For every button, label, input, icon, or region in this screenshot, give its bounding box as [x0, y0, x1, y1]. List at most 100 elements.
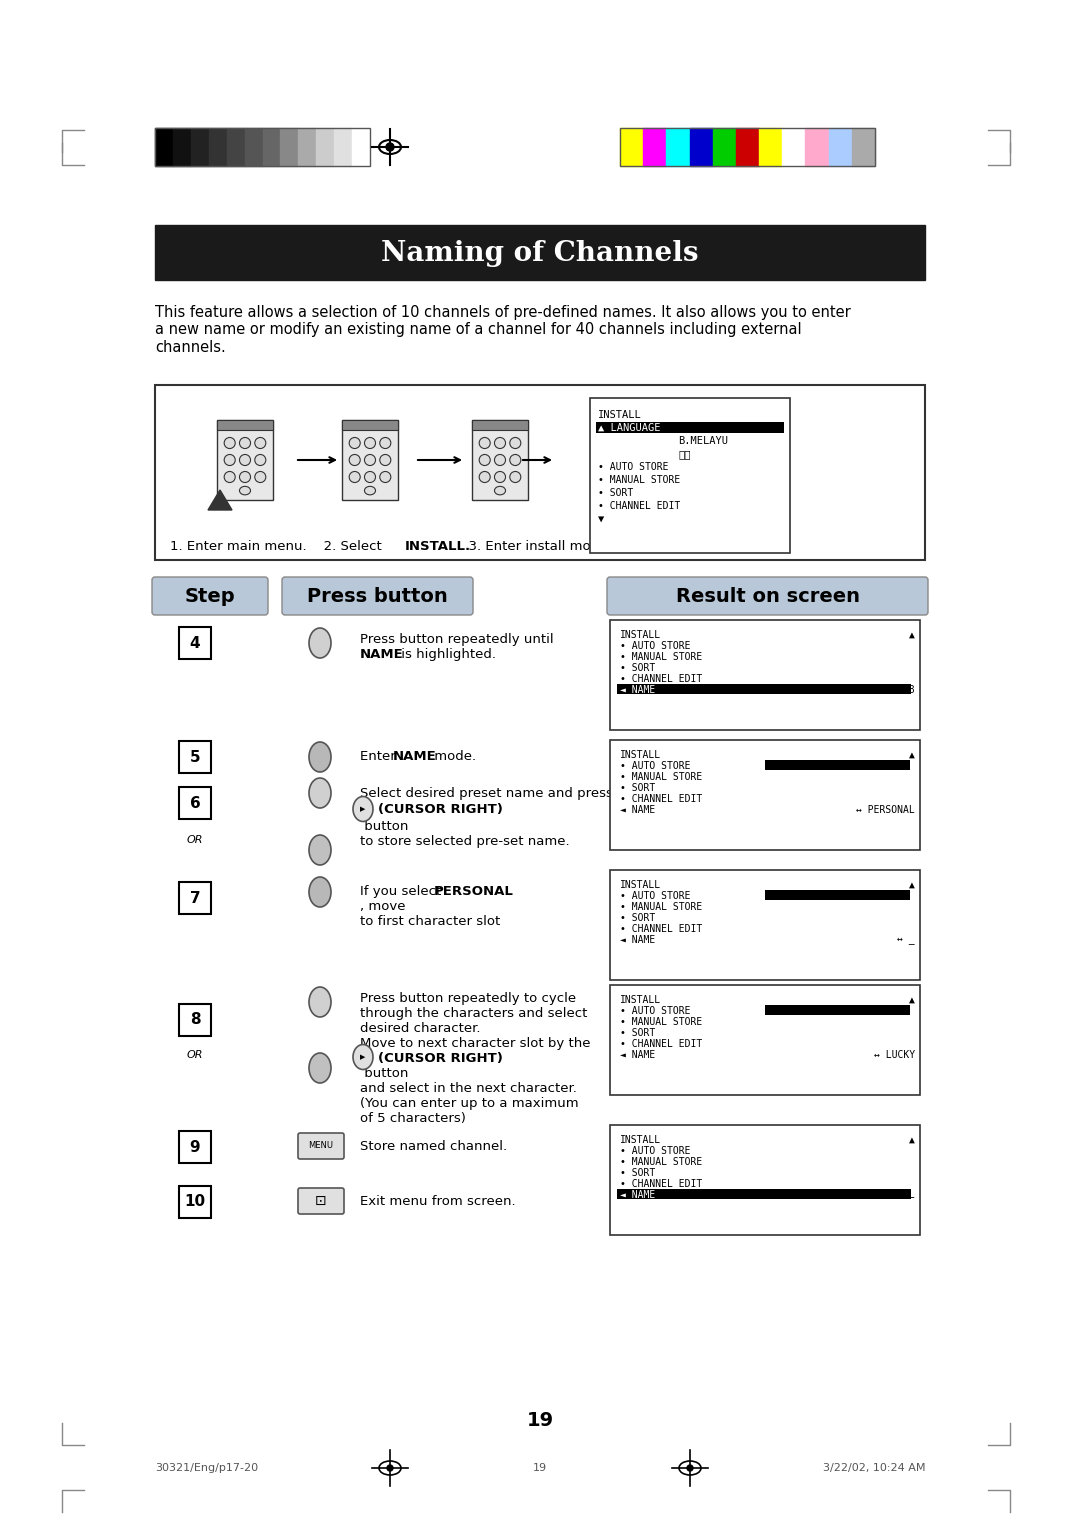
Text: is highlighted.: is highlighted. [397, 648, 496, 662]
Ellipse shape [353, 796, 373, 822]
Bar [765, 1005, 910, 1015]
Bar [735, 128, 759, 167]
Bar [765, 759, 910, 770]
Text: NAME: NAME [360, 648, 404, 662]
Bar [644, 128, 666, 167]
Text: Press button repeatedly to cycle: Press button repeatedly to cycle [360, 992, 576, 1005]
Ellipse shape [364, 437, 376, 449]
Text: • SORT: • SORT [620, 914, 656, 923]
Text: Press button: Press button [307, 587, 448, 605]
Text: ▼: ▼ [598, 513, 604, 524]
Ellipse shape [255, 437, 266, 449]
Text: OR: OR [187, 834, 203, 845]
Text: 19: 19 [526, 1410, 554, 1430]
Bar [713, 128, 735, 167]
Bar [173, 128, 191, 167]
Ellipse shape [510, 454, 521, 466]
Ellipse shape [240, 486, 251, 495]
Text: ⊡: ⊡ [315, 1193, 327, 1209]
Text: • AUTO STORE: • AUTO STORE [620, 642, 690, 651]
Bar [806, 128, 828, 167]
Ellipse shape [480, 454, 490, 466]
Text: • AUTO STORE: • AUTO STORE [620, 1005, 690, 1016]
Ellipse shape [480, 437, 490, 449]
Text: to first character slot: to first character slot [360, 915, 500, 927]
Bar [852, 128, 875, 167]
Ellipse shape [480, 472, 490, 483]
Ellipse shape [364, 472, 376, 483]
Text: button: button [360, 1067, 408, 1080]
FancyBboxPatch shape [152, 578, 268, 614]
Bar [217, 420, 272, 500]
Ellipse shape [495, 454, 505, 466]
Text: 3. Enter install mode.: 3. Enter install mode. [460, 539, 611, 553]
Bar [596, 422, 784, 432]
Text: ▲ LANGUAGE: ▲ LANGUAGE [598, 423, 661, 432]
Text: • MANUAL STORE: • MANUAL STORE [620, 652, 702, 662]
Text: • SORT: • SORT [598, 487, 633, 498]
Ellipse shape [349, 454, 361, 466]
Text: Move to next character slot by the: Move to next character slot by the [360, 1038, 591, 1050]
Text: • SORT: • SORT [620, 1167, 656, 1178]
Text: through the characters and select: through the characters and select [360, 1007, 588, 1021]
Ellipse shape [240, 472, 251, 483]
Ellipse shape [353, 1045, 373, 1070]
Text: • MANUAL STORE: • MANUAL STORE [620, 1018, 702, 1027]
Text: • CHANNEL EDIT: • CHANNEL EDIT [598, 501, 680, 510]
Text: Store named channel.: Store named channel. [360, 1140, 508, 1154]
Text: to store selected pre-set name.: to store selected pre-set name. [360, 834, 569, 848]
Bar [620, 128, 875, 167]
Bar [208, 128, 227, 167]
Text: • CHANNEL EDIT: • CHANNEL EDIT [620, 1180, 702, 1189]
Text: Result on screen: Result on screen [675, 587, 860, 605]
Text: and select in the next character.: and select in the next character. [360, 1082, 577, 1096]
Text: Select desired preset name and press: Select desired preset name and press [360, 787, 612, 801]
Text: , move: , move [360, 900, 405, 914]
Text: 10: 10 [185, 1195, 205, 1210]
Ellipse shape [309, 877, 330, 908]
Text: ↔ LUCKY: ↔ LUCKY [874, 1050, 915, 1060]
Text: Naming of Channels: Naming of Channels [381, 240, 699, 267]
Text: OR: OR [187, 1050, 203, 1060]
Bar [156, 385, 924, 559]
Bar [352, 128, 370, 167]
Ellipse shape [309, 987, 330, 1018]
Ellipse shape [495, 437, 505, 449]
Text: mode.: mode. [430, 750, 476, 762]
Text: • CHANNEL EDIT: • CHANNEL EDIT [620, 1039, 702, 1050]
FancyBboxPatch shape [298, 1187, 345, 1215]
Ellipse shape [510, 472, 521, 483]
Bar [334, 128, 352, 167]
Text: ▲: ▲ [909, 995, 915, 1005]
Text: INSTALL: INSTALL [620, 750, 661, 759]
Circle shape [687, 1465, 693, 1471]
Ellipse shape [309, 778, 330, 808]
Bar [342, 420, 397, 429]
Text: ◄ NAME: ◄ NAME [620, 805, 656, 814]
Ellipse shape [255, 454, 266, 466]
Text: Exit menu from screen.: Exit menu from screen. [360, 1195, 515, 1209]
Text: PERSONAL: PERSONAL [434, 885, 514, 898]
Text: desired character.: desired character. [360, 1022, 481, 1034]
Text: INSTALL: INSTALL [620, 995, 661, 1005]
Text: ↔ _: ↔ _ [897, 935, 915, 944]
Text: • MANUAL STORE: • MANUAL STORE [620, 1157, 702, 1167]
Bar [828, 128, 852, 167]
Ellipse shape [380, 454, 391, 466]
Text: 中文: 中文 [678, 449, 690, 458]
Ellipse shape [225, 454, 235, 466]
Text: ↔ PERSONAL: ↔ PERSONAL [856, 1190, 915, 1199]
Bar [620, 128, 644, 167]
Ellipse shape [380, 437, 391, 449]
Text: INSTALL: INSTALL [620, 1135, 661, 1144]
Ellipse shape [225, 472, 235, 483]
Ellipse shape [225, 437, 235, 449]
Ellipse shape [495, 472, 505, 483]
Text: 30321/Eng/p17-20: 30321/Eng/p17-20 [156, 1462, 258, 1473]
Bar [590, 397, 789, 553]
Text: ↔ 8: ↔ 8 [897, 685, 915, 695]
Text: ▶: ▶ [361, 1054, 366, 1060]
Ellipse shape [349, 437, 361, 449]
Text: • MANUAL STORE: • MANUAL STORE [620, 902, 702, 912]
Bar [281, 128, 298, 167]
